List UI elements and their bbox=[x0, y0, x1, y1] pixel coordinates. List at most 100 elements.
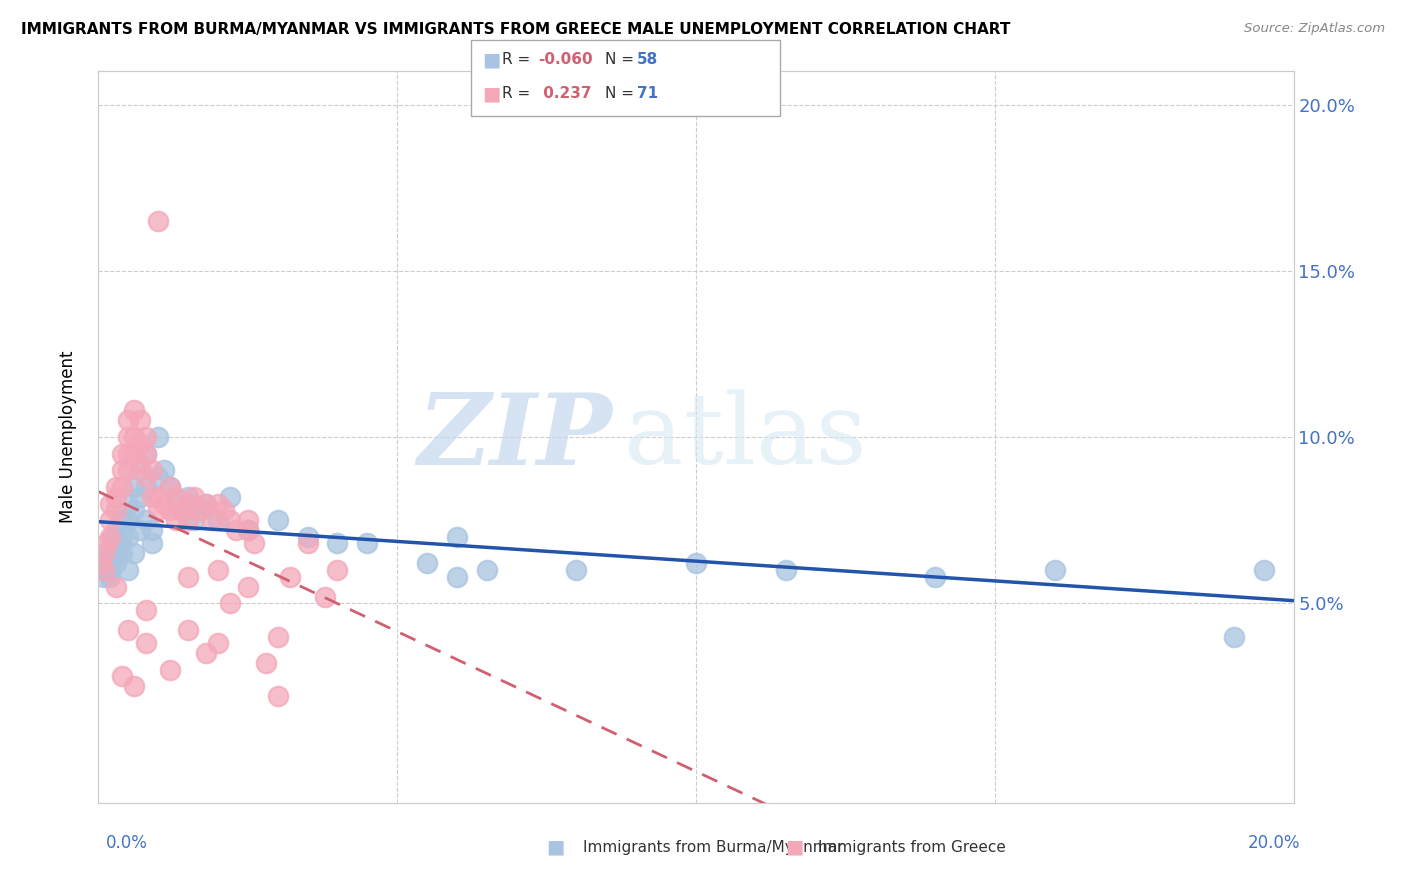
Point bbox=[105, 557, 128, 571]
Text: atlas: atlas bbox=[624, 389, 868, 485]
Point bbox=[96, 536, 118, 550]
Point bbox=[135, 636, 157, 650]
Point bbox=[446, 570, 468, 584]
Point bbox=[148, 490, 170, 504]
Point bbox=[219, 596, 242, 610]
Point bbox=[105, 523, 128, 537]
Point bbox=[93, 546, 115, 560]
Point bbox=[135, 447, 157, 461]
Point bbox=[148, 503, 170, 517]
Point bbox=[159, 480, 181, 494]
Point bbox=[90, 557, 112, 571]
Text: Immigrants from Greece: Immigrants from Greece bbox=[818, 840, 1007, 855]
Point bbox=[141, 536, 163, 550]
Text: 58: 58 bbox=[637, 53, 658, 67]
Point bbox=[243, 536, 266, 550]
Point bbox=[172, 503, 194, 517]
Point bbox=[117, 413, 139, 427]
Point bbox=[90, 557, 112, 571]
Point bbox=[236, 523, 259, 537]
Point bbox=[183, 513, 205, 527]
Point bbox=[124, 430, 146, 444]
Point bbox=[219, 490, 242, 504]
Text: Source: ZipAtlas.com: Source: ZipAtlas.com bbox=[1244, 22, 1385, 36]
Point bbox=[177, 623, 200, 637]
Point bbox=[159, 503, 181, 517]
Point bbox=[236, 513, 259, 527]
Point bbox=[124, 503, 146, 517]
Point bbox=[165, 497, 187, 511]
Point bbox=[117, 563, 139, 577]
Text: N =: N = bbox=[605, 53, 634, 67]
Point bbox=[105, 490, 128, 504]
Point bbox=[165, 513, 187, 527]
Point bbox=[117, 497, 139, 511]
Point bbox=[177, 570, 200, 584]
Point bbox=[254, 656, 277, 670]
Point bbox=[111, 669, 134, 683]
Point bbox=[135, 603, 157, 617]
Point bbox=[98, 563, 122, 577]
Point bbox=[103, 530, 125, 544]
Point bbox=[129, 436, 152, 450]
Point bbox=[105, 546, 128, 560]
Point bbox=[135, 480, 157, 494]
Point bbox=[124, 447, 146, 461]
Point bbox=[236, 523, 259, 537]
Point bbox=[201, 513, 224, 527]
Point bbox=[775, 563, 797, 577]
Point bbox=[188, 503, 211, 517]
Point bbox=[225, 523, 247, 537]
Point bbox=[124, 680, 146, 694]
Point bbox=[219, 513, 242, 527]
Point bbox=[195, 646, 218, 660]
Point bbox=[129, 413, 152, 427]
Point bbox=[135, 470, 157, 484]
Text: 0.0%: 0.0% bbox=[105, 834, 148, 852]
Point bbox=[124, 546, 146, 560]
Point bbox=[129, 490, 152, 504]
Point bbox=[135, 430, 157, 444]
Point bbox=[117, 513, 139, 527]
Point bbox=[177, 490, 200, 504]
Text: 0.237: 0.237 bbox=[538, 87, 592, 101]
Point bbox=[108, 536, 131, 550]
Point bbox=[159, 480, 181, 494]
Point bbox=[1253, 563, 1275, 577]
Point bbox=[117, 463, 139, 477]
Point bbox=[117, 530, 139, 544]
Point bbox=[326, 563, 349, 577]
Point bbox=[111, 546, 134, 560]
Point bbox=[124, 480, 146, 494]
Point bbox=[93, 563, 115, 577]
Point bbox=[148, 214, 170, 228]
Text: R =: R = bbox=[502, 53, 530, 67]
Text: ZIP: ZIP bbox=[418, 389, 613, 485]
Point bbox=[98, 553, 122, 567]
Point bbox=[212, 503, 235, 517]
Point bbox=[153, 497, 176, 511]
Point bbox=[172, 503, 194, 517]
Point bbox=[105, 503, 128, 517]
Point bbox=[207, 513, 229, 527]
Point bbox=[96, 546, 118, 560]
Point bbox=[1223, 630, 1246, 644]
Point bbox=[135, 447, 157, 461]
Point bbox=[111, 513, 134, 527]
Text: ■: ■ bbox=[546, 838, 565, 857]
Point bbox=[446, 530, 468, 544]
Point bbox=[326, 536, 349, 550]
Point bbox=[93, 570, 115, 584]
Point bbox=[207, 497, 229, 511]
Text: IMMIGRANTS FROM BURMA/MYANMAR VS IMMIGRANTS FROM GREECE MALE UNEMPLOYMENT CORREL: IMMIGRANTS FROM BURMA/MYANMAR VS IMMIGRA… bbox=[21, 22, 1011, 37]
Point bbox=[207, 636, 229, 650]
Point bbox=[297, 536, 319, 550]
Point bbox=[105, 580, 128, 594]
Point bbox=[141, 523, 163, 537]
Point bbox=[685, 557, 707, 571]
Point bbox=[98, 570, 122, 584]
Point bbox=[416, 557, 439, 571]
Point bbox=[93, 563, 115, 577]
Point bbox=[267, 513, 290, 527]
Point bbox=[98, 530, 122, 544]
